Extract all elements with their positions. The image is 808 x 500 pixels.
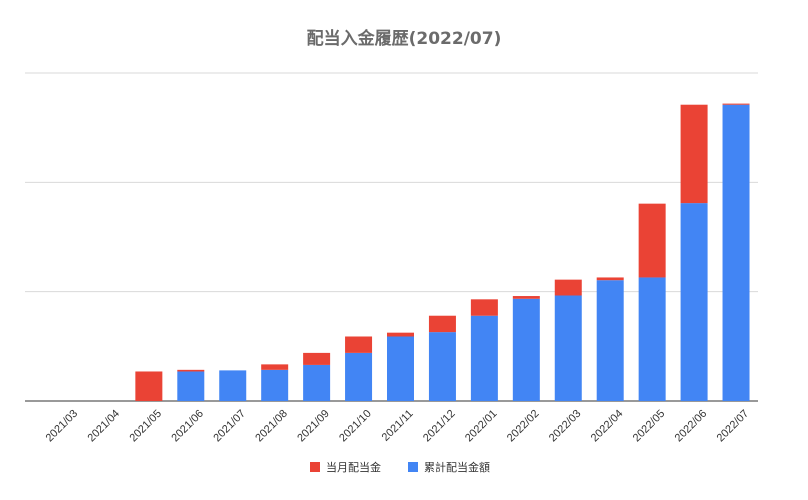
- x-tick-label: 2021/09: [295, 408, 332, 445]
- x-tick-label: 2022/06: [673, 408, 710, 445]
- x-tick-label: 2021/10: [337, 408, 374, 445]
- bar-monthly-2021-08: [261, 364, 289, 370]
- bar-cumulative-2021-10: [345, 352, 373, 401]
- legend-label: 累計配当金額: [424, 460, 490, 474]
- bar-monthly-2022-02: [512, 296, 540, 299]
- bar-monthly-2021-10: [345, 336, 373, 353]
- x-tick-label: 2021/05: [127, 408, 164, 445]
- x-tick-label: 2022/03: [547, 408, 584, 445]
- bar-cumulative-2022-05: [638, 277, 666, 401]
- chart-title: 配当入金履歴(2022/07): [306, 29, 502, 49]
- bar-monthly-2021-05: [135, 371, 163, 401]
- x-tick-label: 2021/08: [253, 408, 290, 445]
- bar-cumulative-2022-03: [554, 295, 582, 401]
- bar-monthly-2022-06: [680, 104, 708, 204]
- x-tick-label: 2022/02: [505, 408, 542, 445]
- x-tick-label: 2021/11: [380, 408, 416, 444]
- bar-monthly-2021-12: [428, 315, 456, 333]
- x-tick-label: 2022/07: [715, 408, 752, 445]
- legend-swatch: [408, 462, 418, 472]
- x-tick-label: 2022/01: [463, 408, 500, 445]
- bar-monthly-2021-06: [177, 369, 205, 372]
- x-tick-label: 2022/04: [589, 408, 626, 445]
- bar-cumulative-2022-06: [680, 203, 708, 401]
- bar-cumulative-2021-07: [219, 370, 247, 401]
- x-tick-label: 2022/05: [631, 408, 668, 445]
- legend-swatch: [310, 462, 320, 472]
- bar-cumulative-2021-12: [428, 332, 456, 401]
- x-tick-label: 2021/12: [421, 408, 458, 445]
- x-tick-label: 2021/07: [211, 408, 248, 445]
- bar-cumulative-2022-04: [596, 280, 624, 401]
- x-tick-label: 2021/06: [169, 408, 206, 445]
- bar-cumulative-2021-06: [177, 371, 205, 401]
- bar-cumulative-2021-09: [303, 364, 331, 401]
- legend-label: 当月配当金: [326, 460, 381, 474]
- bar-monthly-2021-11: [387, 332, 414, 337]
- x-tick-label: 2021/03: [44, 408, 81, 445]
- bar-cumulative-2021-08: [261, 369, 289, 401]
- bar-cumulative-2022-07: [722, 104, 750, 401]
- bar-monthly-2022-07: [722, 103, 750, 105]
- bar-monthly-2022-03: [554, 279, 582, 296]
- bar-monthly-2021-09: [303, 352, 331, 365]
- bar-cumulative-2021-11: [387, 336, 414, 401]
- bar-cumulative-2022-01: [470, 315, 498, 401]
- bar-monthly-2022-01: [470, 299, 498, 316]
- bar-cumulative-2022-02: [512, 298, 540, 401]
- bar-monthly-2022-04: [596, 277, 624, 281]
- bar-monthly-2022-05: [638, 203, 666, 278]
- x-tick-label: 2021/04: [86, 408, 123, 445]
